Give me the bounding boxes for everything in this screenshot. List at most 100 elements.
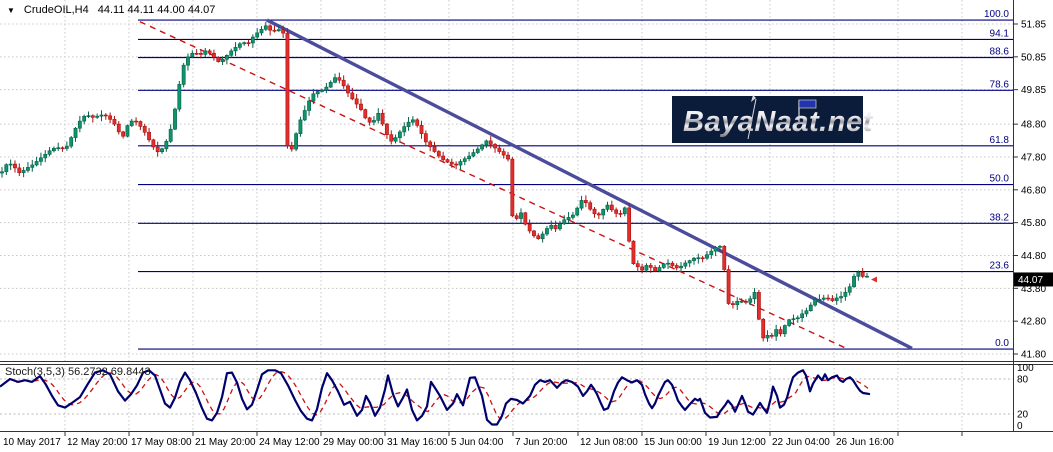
candle (263, 25, 268, 30)
candle (713, 247, 718, 252)
candle (77, 120, 82, 129)
candle (173, 108, 177, 130)
indicator-label: Stoch(3,5,3) 56.2732 69.8443 (5, 366, 151, 378)
candle (108, 115, 113, 120)
candle (34, 161, 39, 166)
candle (60, 147, 65, 150)
candle (393, 137, 398, 142)
candle (480, 144, 484, 150)
descending-dashed-trendline[interactable] (139, 21, 846, 349)
candle (134, 120, 138, 123)
candle (622, 207, 627, 215)
time-tick-label: 22 Jun 04:00 (772, 437, 830, 448)
candle (333, 77, 337, 83)
candle (177, 84, 182, 110)
candle (458, 161, 463, 166)
candle (26, 167, 30, 171)
candle (302, 110, 307, 121)
candle (311, 93, 316, 102)
candle (255, 32, 260, 38)
candle (95, 115, 100, 118)
candle (0, 171, 4, 174)
indicator-scale-label: 20 (1017, 410, 1029, 421)
candle (488, 140, 493, 145)
candle (406, 121, 411, 127)
candle (199, 53, 203, 55)
candle (389, 134, 394, 142)
candle (743, 300, 748, 303)
candle (506, 154, 510, 160)
candle (8, 163, 13, 166)
stoch-signal-line[interactable] (15, 370, 869, 421)
time-tick-label: 19 Jun 12:00 (708, 437, 766, 448)
fibonacci-retracement[interactable]: 100.0 94.1 88.6 78.6 61.8 50.0 38.2 23.6 0.0 (138, 9, 1013, 350)
candle (726, 269, 731, 304)
candle (493, 144, 497, 149)
candle (640, 266, 645, 271)
candle (765, 334, 770, 339)
time-tick-label: 29 May 00:00 (323, 437, 384, 448)
time-axis[interactable]: 10 May 2017 12 May 20:00 17 May 08:00 21 Ma… (3, 431, 963, 449)
candle (847, 286, 852, 293)
candle (549, 225, 554, 229)
candle (826, 297, 830, 300)
candle (756, 292, 761, 320)
candle (289, 145, 294, 150)
candle (449, 161, 454, 165)
fib-label: 50.0 (990, 174, 1010, 185)
chart-title: ▼ CrudeOIL,H4 44.11 44.11 44.00 44.07 (7, 4, 215, 16)
candle (51, 147, 56, 152)
candle (454, 163, 459, 166)
price-tick-label: 41.80 (1021, 350, 1046, 361)
candle (813, 299, 818, 306)
stoch-main-line[interactable] (0, 369, 871, 426)
candle (212, 52, 216, 58)
candle (601, 209, 606, 216)
price-tick-label: 47.80 (1021, 152, 1046, 163)
fib-label: 88.6 (990, 46, 1010, 57)
candle (203, 50, 208, 55)
candle (441, 155, 446, 160)
candle (121, 131, 126, 137)
candle (800, 313, 805, 319)
watermark-text: BayaNaat.net (683, 106, 874, 138)
candle (527, 223, 532, 232)
candle (164, 141, 169, 150)
candle (536, 235, 541, 240)
fib-label: 78.6 (990, 79, 1010, 90)
time-tick-label: 31 May 16:00 (387, 437, 448, 448)
candle (17, 167, 22, 173)
candle (47, 150, 52, 155)
price-tick-label: 46.80 (1021, 185, 1046, 196)
candle (843, 291, 848, 297)
candle (839, 296, 843, 299)
candle (709, 250, 714, 255)
candle (787, 319, 792, 326)
price-tick-label: 44.80 (1021, 251, 1046, 262)
candle (670, 262, 675, 266)
descending-trendline[interactable] (266, 18, 913, 350)
candle (160, 148, 164, 153)
candle (774, 329, 779, 337)
candle (497, 147, 502, 152)
gridlines (0, 0, 1013, 431)
fib-label: 100.0 (984, 9, 1009, 20)
time-tick-label: 24 May 12:00 (259, 437, 320, 448)
price-axis[interactable]: 51.85 50.85 49.85 48.80 47.80 46.80 45.80 44.80… (1013, 20, 1046, 361)
candle (272, 29, 277, 32)
symbol-dropdown-icon[interactable]: ▼ (7, 5, 15, 15)
candle (129, 120, 134, 126)
candle (64, 145, 69, 149)
candle (661, 263, 666, 268)
candle (250, 36, 255, 44)
price-tick-label: 51.85 (1021, 20, 1046, 31)
candle (575, 207, 580, 216)
candle (523, 212, 528, 225)
time-tick-label: 7 Jun 20:00 (515, 437, 568, 448)
candle (432, 146, 437, 152)
ohlc-values: 44.11 44.11 44.00 44.07 (97, 4, 216, 16)
candle (233, 47, 238, 52)
candle (350, 92, 355, 100)
